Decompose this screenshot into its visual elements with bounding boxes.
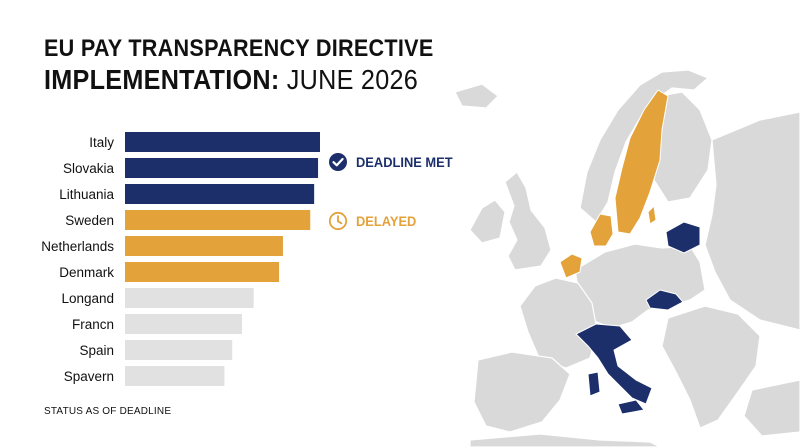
map-slovakia <box>645 289 684 311</box>
map-norway <box>579 69 709 223</box>
check-circle-icon <box>329 153 347 171</box>
bar-slovakia <box>125 158 319 178</box>
map-lithuania <box>665 221 701 254</box>
bar-denmark <box>125 262 280 282</box>
map-denmark <box>589 213 614 247</box>
map-iberia <box>473 351 571 433</box>
map-italy <box>575 323 653 405</box>
title-bold-part: IMPLEMENTATION: <box>44 64 280 95</box>
europe-map <box>454 69 800 447</box>
category-label: Denmark <box>59 265 114 280</box>
legend-met-label: DEADLINE MET <box>356 154 453 170</box>
bar-spavern <box>125 366 225 386</box>
legend-delayed: DELAYED <box>328 211 422 231</box>
bar-longand <box>125 288 254 308</box>
map-sicily <box>617 399 645 415</box>
category-label: Francn <box>72 317 114 332</box>
implementation-bar-chart: Italy Slovakia Lithuania Sweden Netherlands D… <box>41 132 320 386</box>
clock-icon <box>328 211 348 231</box>
bar-sweden <box>125 210 311 230</box>
map-balkans <box>661 305 761 429</box>
title-line-1: EU PAY TRANSPARENCY DIRECTIVE <box>44 35 434 62</box>
legend-delayed-label: DELAYED <box>356 213 417 229</box>
category-label: Lithuania <box>59 187 114 202</box>
map-sweden <box>614 89 669 235</box>
category-label: Sweden <box>65 213 114 228</box>
map-sardinia <box>587 371 601 397</box>
map-great-britain <box>504 171 552 271</box>
map-netherlands <box>559 253 583 279</box>
bar-italy <box>125 132 320 152</box>
category-label: Spavern <box>64 369 114 384</box>
map-north-africa <box>469 433 661 447</box>
footnote: STATUS AS OF DEADLINE <box>44 406 172 417</box>
category-label: Longand <box>61 291 114 306</box>
title-line-2: IMPLEMENTATION: JUNE 2026 <box>44 64 434 96</box>
chart-title: EU PAY TRANSPARENCY DIRECTIVE IMPLEMENTA… <box>44 34 434 96</box>
legend-deadline-met: DEADLINE MET <box>328 152 461 172</box>
category-label: Netherlands <box>41 239 114 254</box>
category-label: Slovakia <box>63 161 115 176</box>
map-ireland <box>469 199 506 244</box>
map-turkey <box>743 379 800 437</box>
category-label: Spain <box>79 343 114 358</box>
map-iceland <box>454 83 499 109</box>
map-central-europe <box>574 243 706 329</box>
bar-spain <box>125 340 233 360</box>
category-label: Italy <box>89 135 114 150</box>
bar-francn <box>125 314 242 334</box>
map-gotland <box>647 205 657 225</box>
bar-lithuania <box>125 184 315 204</box>
bar-netherlands <box>125 236 283 256</box>
map-eastern-block <box>704 111 800 331</box>
map-france <box>519 277 598 369</box>
title-date-part: JUNE 2026 <box>286 64 419 95</box>
